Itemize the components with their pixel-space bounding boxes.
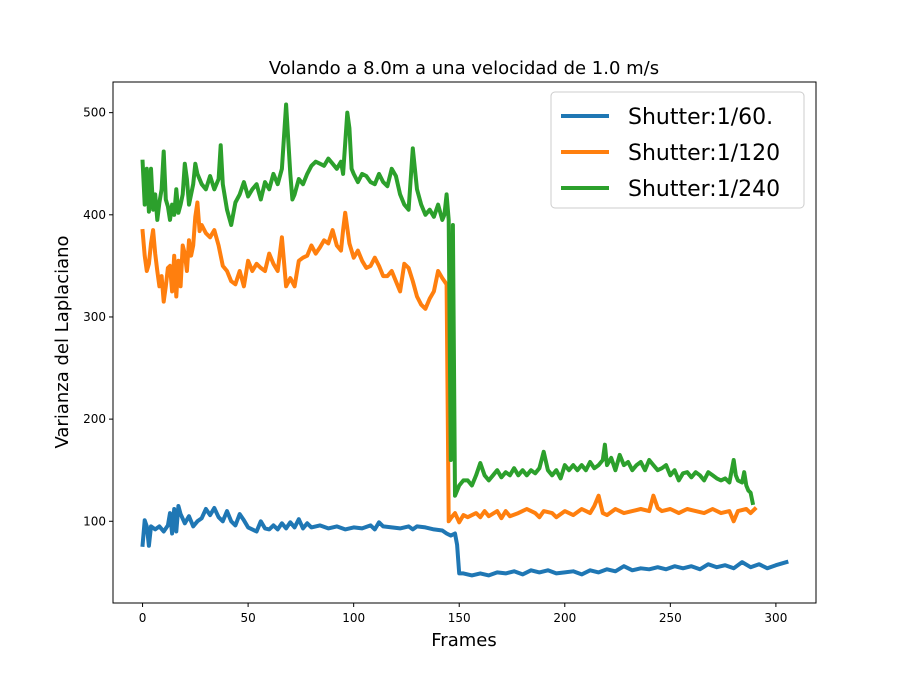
x-axis-title: Frames xyxy=(431,630,496,651)
y-tick-label: 400 xyxy=(83,208,106,222)
legend-box xyxy=(550,91,805,209)
chart-title: Volando a 8.0m a una velocidad de 1.0 m/… xyxy=(269,58,659,79)
y-tick-label: 100 xyxy=(83,514,106,528)
legend-label-1: Shutter:1/60. xyxy=(628,105,773,130)
y-axis-ticks: 100 200 300 400 500 xyxy=(83,106,113,528)
x-tick-label: 250 xyxy=(659,611,682,625)
x-tick-label: 150 xyxy=(448,611,471,625)
y-tick-label: 300 xyxy=(83,310,106,324)
x-tick-label: 300 xyxy=(764,611,787,625)
series-line-2 xyxy=(140,200,758,525)
x-tick-label: 100 xyxy=(342,611,365,625)
x-tick-label: 200 xyxy=(553,611,576,625)
legend: Shutter:1/60. Shutter:1/120 Shutter:1/240 xyxy=(550,91,805,209)
x-tick-label: 0 xyxy=(139,611,147,625)
series-layer xyxy=(140,102,789,578)
x-tick-label: 50 xyxy=(240,611,255,625)
y-tick-label: 500 xyxy=(83,106,106,120)
x-axis-ticks: 0 50 100 150 200 250 300 xyxy=(139,603,787,625)
legend-label-3: Shutter:1/240 xyxy=(628,177,780,202)
axes-frame xyxy=(112,81,817,604)
series-line-3 xyxy=(140,102,756,506)
legend-label-2: Shutter:1/120 xyxy=(628,141,780,166)
y-axis-title: Varianza del Laplaciano xyxy=(52,235,73,448)
y-tick-label: 200 xyxy=(83,412,106,426)
series-line-1 xyxy=(140,504,789,578)
